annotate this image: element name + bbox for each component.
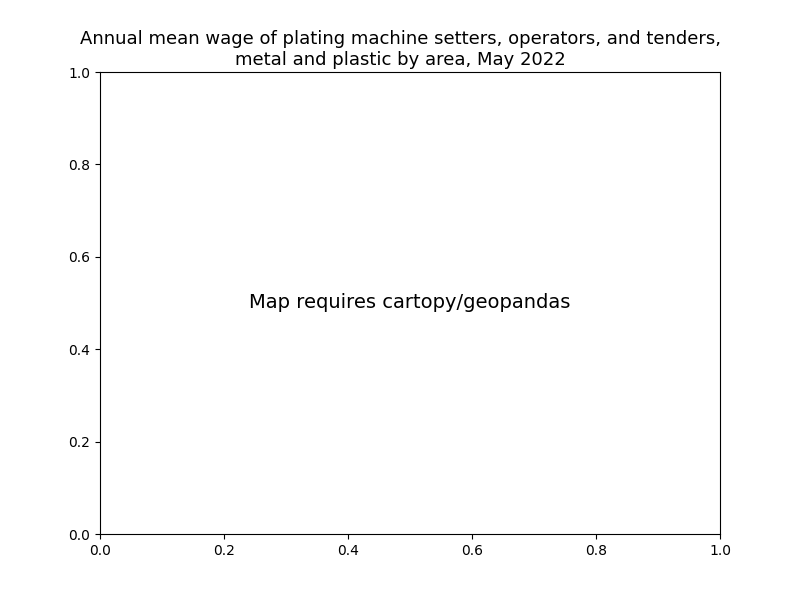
Text: Annual mean wage of plating machine setters, operators, and tenders,
metal and p: Annual mean wage of plating machine sett… (79, 30, 721, 69)
Text: Map requires cartopy/geopandas: Map requires cartopy/geopandas (250, 293, 570, 313)
